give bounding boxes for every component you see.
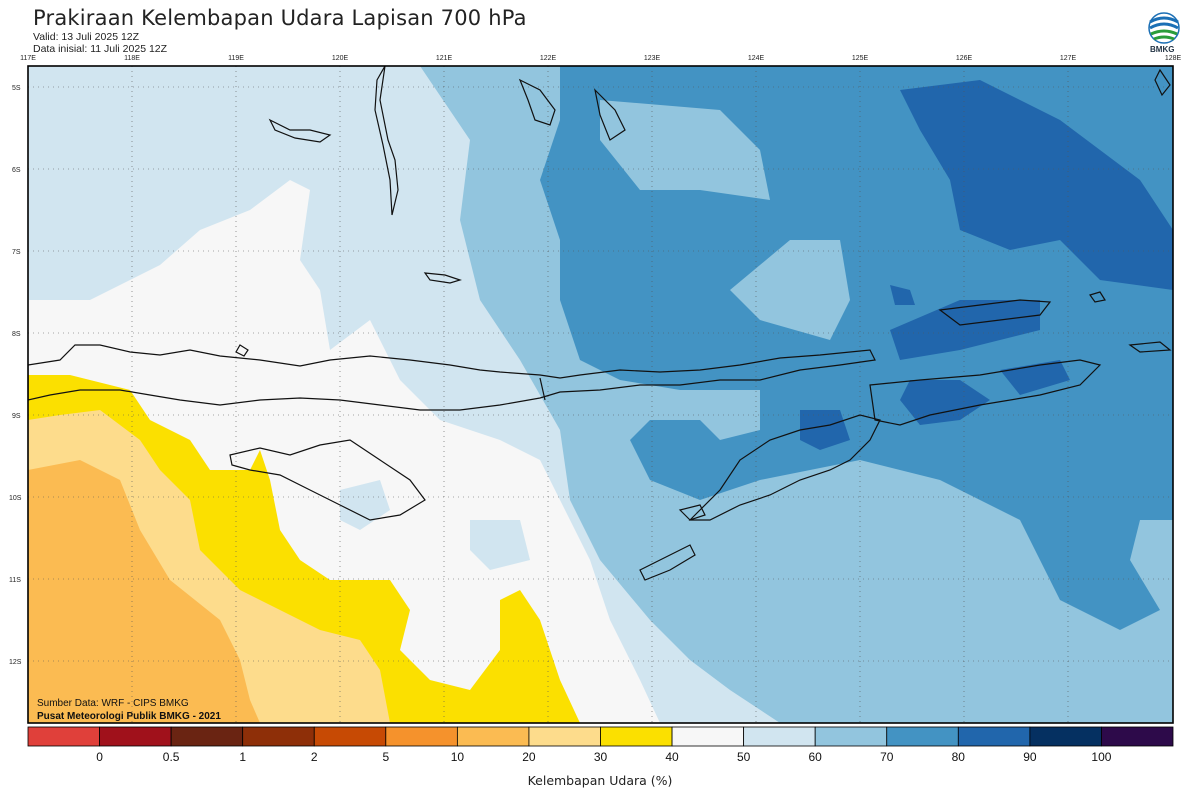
colorbar-segment xyxy=(1029,726,1102,747)
colorbar-tick-label: 70 xyxy=(880,750,894,764)
coastline-small-islands-east xyxy=(1089,291,1106,303)
coastline-savu xyxy=(639,544,696,581)
lon-label: 126E xyxy=(956,55,973,62)
lat-label: 10S xyxy=(9,495,22,502)
lat-label: 11S xyxy=(9,577,21,584)
valid-time: Valid: 13 Juli 2025 12Z xyxy=(33,31,140,43)
colorbar-tick-label: 50 xyxy=(737,750,751,764)
bmkg-logo-icon xyxy=(1148,12,1180,44)
colorbar-tick-label: 20 xyxy=(522,750,536,764)
lon-labels: 117E 118E 119E 120E 121E 122E 123E 124E … xyxy=(20,55,1181,62)
lon-label: 122E xyxy=(540,55,557,62)
coastline-small-islands-east2 xyxy=(1128,341,1172,353)
colorbar-tick-label: 5 xyxy=(382,750,389,764)
lon-label: 125E xyxy=(852,55,869,62)
coastline-islands-north xyxy=(268,118,332,143)
credit-source: Sumber Data: WRF - CIPS BMKG xyxy=(37,698,189,709)
coastline-sumba xyxy=(229,439,426,521)
colorbar-segment xyxy=(385,726,458,747)
colorbar-segment xyxy=(528,726,601,747)
lon-label: 117E xyxy=(20,55,36,62)
credit-org: Pusat Meteorologi Publik BMKG - 2021 xyxy=(37,711,221,722)
coastline-buton xyxy=(594,88,626,141)
colorbar-tick-label: 80 xyxy=(952,750,966,764)
colorbar-segment xyxy=(313,726,387,747)
humidity-zone-60-70-inner xyxy=(600,100,770,200)
colorbar-segment xyxy=(242,726,315,747)
colorbar-segment xyxy=(99,726,172,747)
humidity-zone-10-20 xyxy=(28,460,260,723)
colorbar-tick-label: 90 xyxy=(1023,750,1037,764)
init-time: Data inisial: 11 Juli 2025 12Z xyxy=(33,43,168,55)
colorbar xyxy=(27,726,1174,747)
humidity-zone-80-90 xyxy=(900,380,990,425)
logo-text: BMKG xyxy=(1150,45,1175,54)
colorbar-segment xyxy=(743,726,816,747)
colorbar-segment xyxy=(456,726,530,747)
coastline-alor xyxy=(938,299,1052,326)
map-grid xyxy=(28,66,1173,723)
lon-label: 128E xyxy=(1165,55,1182,62)
lat-label: 12S xyxy=(9,659,22,666)
humidity-zone-80-90 xyxy=(890,300,1040,360)
colorbar-segment xyxy=(957,726,1031,747)
lat-label: 8S xyxy=(12,331,21,338)
colorbar-tick-labels: 0 0.5 1 2 5 10 20 30 40 50 60 70 80 90 100 xyxy=(96,750,1112,764)
coastline-sulawesi-south xyxy=(374,66,399,216)
lat-label: 7S xyxy=(12,249,21,256)
lon-label: 127E xyxy=(1060,55,1077,62)
colorbar-tick-label: 10 xyxy=(451,750,465,764)
coastline-flores-segment xyxy=(539,377,546,401)
colorbar-segment xyxy=(1101,726,1174,747)
coastline-sumbawa-lombok xyxy=(28,344,876,411)
lon-label: 118E xyxy=(124,55,140,62)
colorbar-tick-label: 0.5 xyxy=(163,750,180,764)
colorbar-tick-label: 60 xyxy=(809,750,823,764)
colorbar-segment xyxy=(27,726,100,747)
colorbar-title: Kelembapan Udara (%) xyxy=(527,773,673,788)
coastline-timor xyxy=(688,414,881,521)
coastline-moyo xyxy=(235,344,249,357)
colorbar-tick-label: 100 xyxy=(1091,750,1111,764)
lat-label: 6S xyxy=(12,167,21,174)
humidity-zone-80-90 xyxy=(800,410,850,450)
colorbar-segment xyxy=(671,726,745,747)
colorbar-tick-label: 1 xyxy=(239,750,246,764)
lon-label: 121E xyxy=(436,55,453,62)
coastline-timor-sea-island xyxy=(869,359,1102,426)
colorbar-tick-label: 40 xyxy=(665,750,679,764)
coastline-sulawesi-southeast xyxy=(518,78,556,126)
humidity-zone-80-90 xyxy=(890,285,915,305)
lon-label: 123E xyxy=(644,55,661,62)
colorbar-tick-label: 0 xyxy=(96,750,103,764)
humidity-zone-50-60 xyxy=(470,520,530,570)
coastlines xyxy=(28,66,1172,581)
lat-label: 5S xyxy=(12,85,21,92)
lon-label: 124E xyxy=(748,55,765,62)
lat-labels: 5S 6S 7S 8S 9S 10S 11S 12S xyxy=(9,85,22,666)
map-title: Prakiraan Kelembapan Udara Lapisan 700 h… xyxy=(33,6,527,30)
colorbar-segment xyxy=(170,726,244,747)
coastline-wetar xyxy=(1154,68,1171,97)
humidity-fill-layer xyxy=(28,66,1173,723)
colorbar-segment xyxy=(886,726,959,747)
map-frame xyxy=(27,65,1174,724)
colorbar-tick-label: 30 xyxy=(594,750,608,764)
coastline-rote xyxy=(678,504,706,521)
humidity-zone-60-70-inner xyxy=(730,240,850,340)
humidity-zone-50-60 xyxy=(340,480,390,530)
colorbar-segment xyxy=(814,726,888,747)
humidity-zone-80-90 xyxy=(900,80,1173,290)
coastline-selayar xyxy=(423,272,462,284)
colorbar-segment xyxy=(600,726,673,747)
lon-label: 119E xyxy=(228,55,244,62)
lat-label: 9S xyxy=(12,413,21,420)
colorbar-tick-label: 2 xyxy=(311,750,318,764)
lon-label: 120E xyxy=(332,55,349,62)
